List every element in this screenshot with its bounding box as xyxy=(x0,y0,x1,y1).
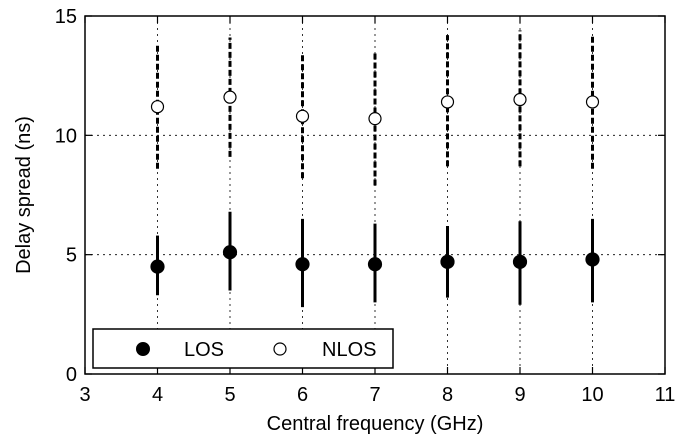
data-point-nlos xyxy=(368,112,382,126)
data-point-nlos xyxy=(440,95,455,109)
y-axis-tick-labels: 0 5 10 15 xyxy=(55,6,77,386)
x-tick-label: 5 xyxy=(224,384,235,406)
x-tick-label: 8 xyxy=(442,384,453,406)
data-point-nlos xyxy=(585,95,600,109)
data-point-los xyxy=(222,245,238,260)
y-tick-label: 5 xyxy=(66,245,77,267)
data-point-nlos xyxy=(295,109,310,123)
axis-ticks xyxy=(84,15,666,375)
x-tick-label: 7 xyxy=(369,384,380,406)
legend-label-nlos: NLOS xyxy=(322,339,376,361)
x-axis-tick-labels: 3 4 5 6 7 8 9 10 11 xyxy=(79,384,675,406)
grid xyxy=(85,16,665,374)
x-tick-label: 10 xyxy=(581,384,603,406)
data-point-nlos xyxy=(223,90,237,104)
y-tick-label: 10 xyxy=(55,125,77,147)
data-point-los xyxy=(585,252,600,267)
legend-marker-nlos xyxy=(273,342,287,356)
data-point-los xyxy=(295,257,310,272)
y-tick-label: 15 xyxy=(55,6,77,28)
x-tick-label: 3 xyxy=(79,384,90,406)
x-tick-label: 6 xyxy=(297,384,308,406)
legend-marker-los xyxy=(136,342,150,356)
legend-label-los: LOS xyxy=(184,339,224,361)
data-point-nlos xyxy=(513,92,527,107)
data-point-los xyxy=(440,254,455,269)
x-tick-label: 11 xyxy=(655,384,676,406)
data-point-nlos xyxy=(150,100,165,114)
x-tick-label: 4 xyxy=(152,384,163,406)
x-tick-label: 9 xyxy=(514,384,525,406)
data-point-los xyxy=(367,257,383,272)
y-tick-label: 0 xyxy=(66,364,77,386)
data-point-los xyxy=(512,254,528,269)
plot-area-frame xyxy=(84,15,666,375)
data-points xyxy=(150,90,600,274)
x-axis-title: Central frequency (GHz) xyxy=(267,413,484,435)
y-axis-title: Delay spread (ns) xyxy=(13,116,35,274)
legend: LOS NLOS xyxy=(92,328,394,369)
data-point-los xyxy=(150,259,165,274)
